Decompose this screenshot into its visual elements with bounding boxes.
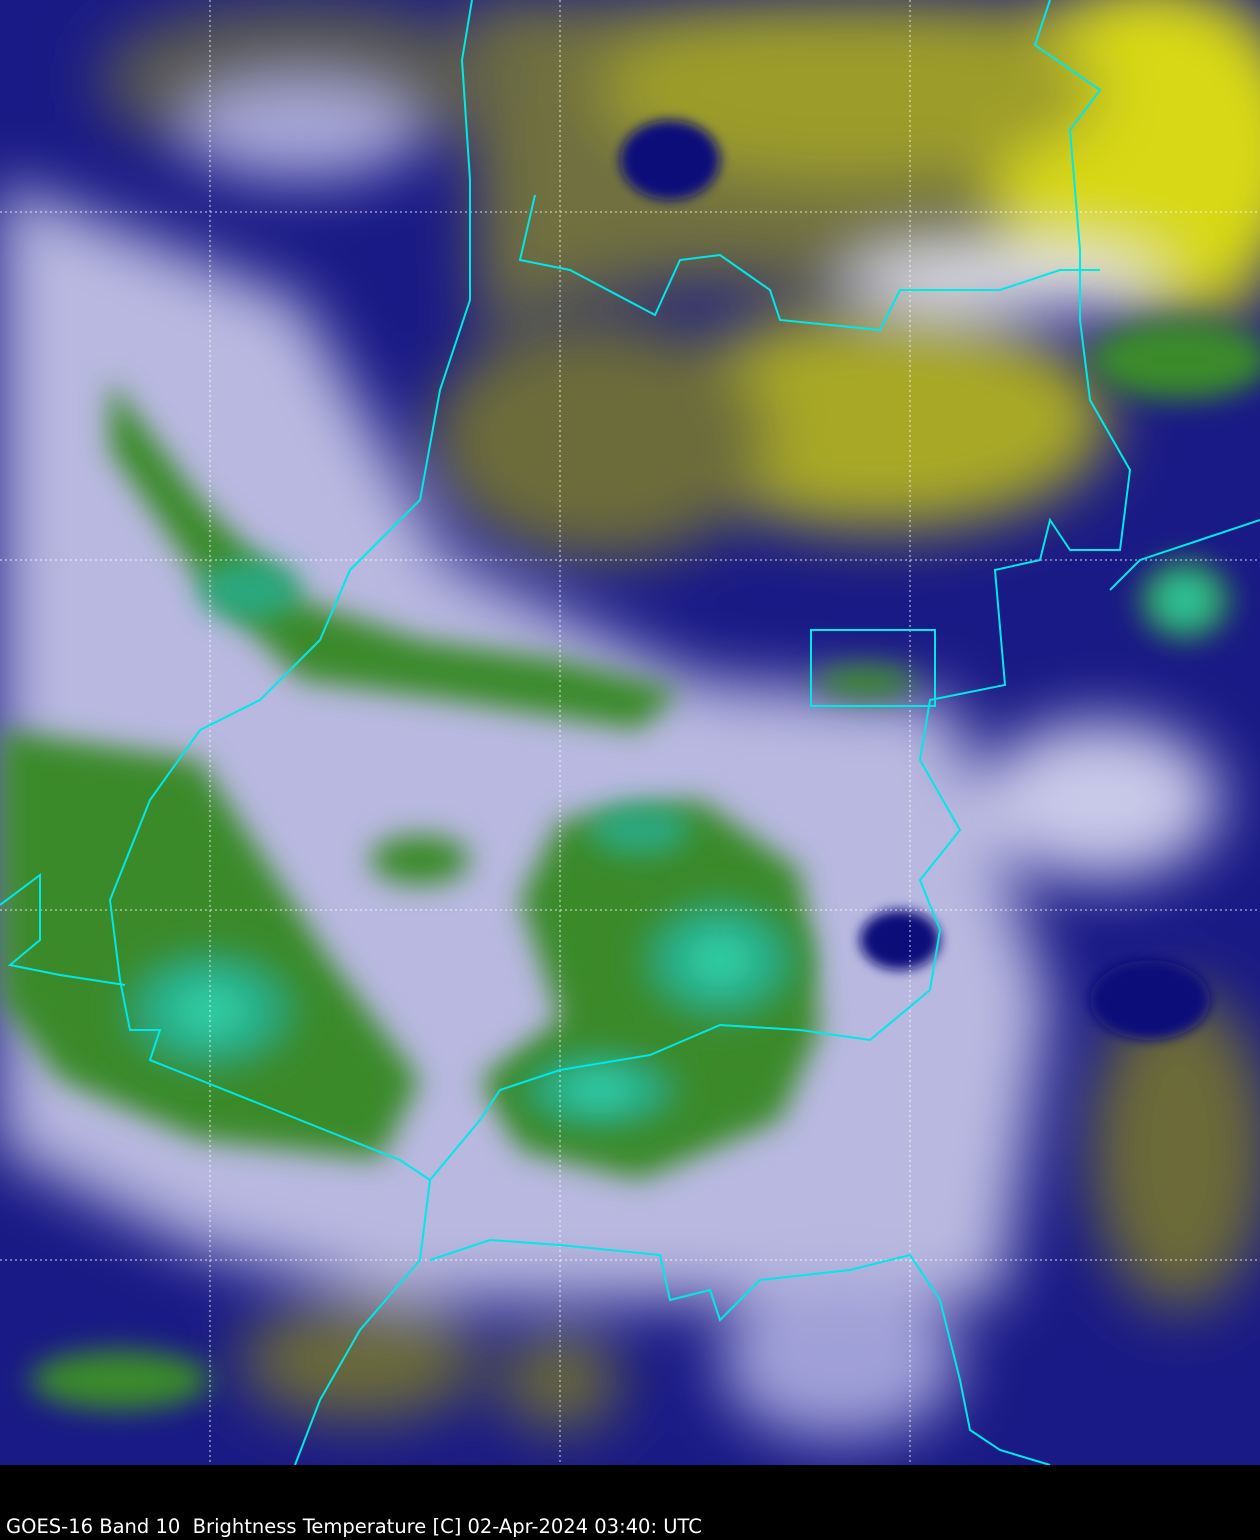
country-borders: [0, 0, 1260, 1465]
satellite-image: [0, 0, 1260, 1465]
cloud-field: [0, 0, 1260, 1465]
graticule: [0, 0, 1260, 1465]
image-caption: GOES-16 Band 10 Brightness Temperature […: [6, 1515, 702, 1538]
inset-box: [810, 629, 936, 707]
